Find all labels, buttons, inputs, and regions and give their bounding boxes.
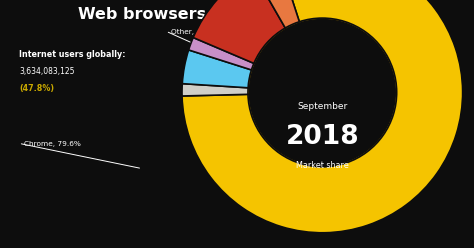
Wedge shape [182, 84, 248, 96]
Circle shape [249, 20, 395, 165]
Wedge shape [253, 0, 300, 28]
Text: Internet users globally:: Internet users globally: [19, 50, 126, 59]
Text: Market share: Market share [296, 161, 349, 170]
Circle shape [248, 18, 397, 167]
Text: Firefox, 10.3%: Firefox, 10.3% [318, 96, 370, 102]
Wedge shape [182, 50, 251, 88]
Text: 3,634,083,125: 3,634,083,125 [19, 67, 74, 76]
Text: 2018: 2018 [285, 124, 359, 150]
Wedge shape [182, 0, 463, 233]
Text: (47.8%): (47.8%) [19, 84, 54, 93]
Text: Chrome, 79.6%: Chrome, 79.6% [24, 141, 81, 147]
Text: Safari, 3.3%: Safari, 3.3% [360, 138, 405, 144]
Wedge shape [193, 0, 285, 63]
Text: Opera, 1.5%: Opera, 1.5% [284, 71, 330, 77]
Text: September: September [297, 102, 347, 111]
Text: Web browsers for the last 28 years: Web browsers for the last 28 years [78, 7, 396, 22]
Text: Other, 1.4%: Other, 1.4% [171, 29, 215, 35]
Text: Edge, 3.9%: Edge, 3.9% [237, 52, 279, 58]
Wedge shape [189, 37, 254, 70]
